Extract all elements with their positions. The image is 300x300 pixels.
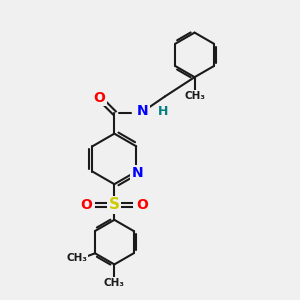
Text: O: O: [136, 198, 148, 212]
Text: CH₃: CH₃: [184, 91, 205, 100]
Text: N: N: [132, 166, 143, 180]
Text: CH₃: CH₃: [66, 253, 87, 263]
Text: CH₃: CH₃: [104, 278, 125, 288]
Text: O: O: [80, 198, 92, 212]
Text: N: N: [137, 104, 148, 118]
Text: S: S: [109, 197, 120, 212]
Text: H: H: [158, 105, 168, 118]
Text: O: O: [94, 91, 105, 105]
